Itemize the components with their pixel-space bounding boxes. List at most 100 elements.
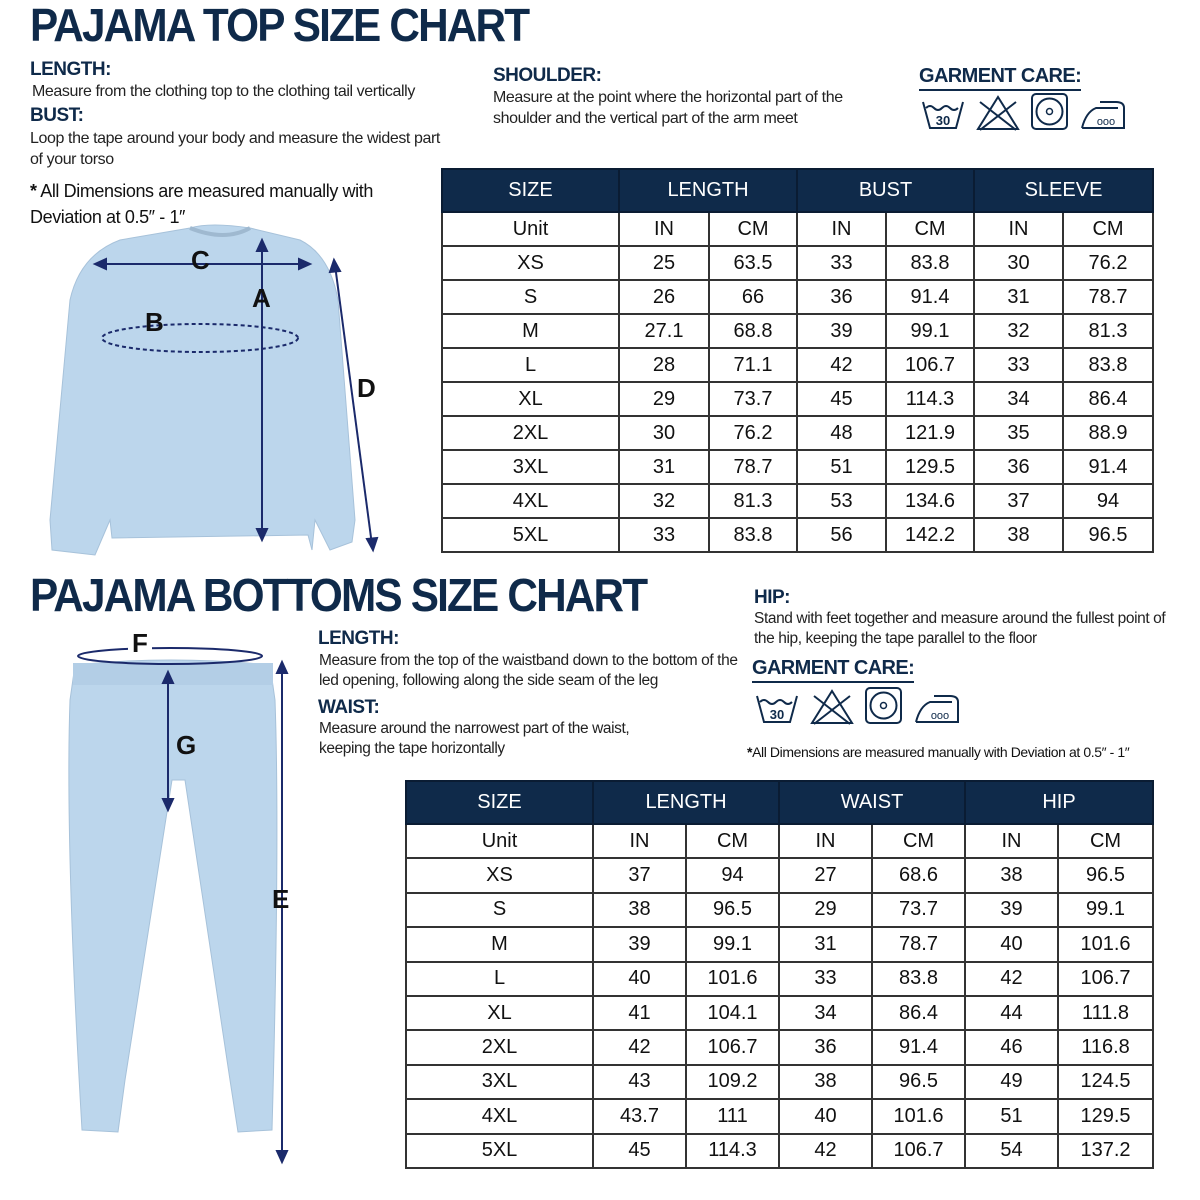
- top-size-table: SIZE LENGTH BUST SLEEVE Unit IN CM IN CM IN CM XS 25…: [441, 168, 1155, 553]
- value-cell: 36: [796, 279, 887, 315]
- value-cell: 38: [973, 517, 1064, 553]
- unit-cell: CM: [685, 822, 780, 860]
- svg-text:ooo: ooo: [931, 710, 949, 722]
- value-cell: 40: [778, 1098, 873, 1135]
- value-cell: 83.8: [708, 517, 798, 553]
- value-cell: 35: [973, 415, 1064, 451]
- value-cell: 106.7: [685, 1029, 780, 1066]
- size-cell: 4XL: [441, 483, 620, 519]
- value-cell: 134.6: [885, 483, 975, 519]
- table-row: XL 29 73.7 45 114.3 34 86.4: [441, 381, 1155, 417]
- value-cell: 45: [592, 1132, 687, 1169]
- value-cell: 36: [973, 449, 1064, 485]
- header-size: SIZE: [405, 780, 594, 825]
- wash-30-icon: 30: [922, 101, 964, 129]
- value-cell: 81.3: [1061, 313, 1155, 349]
- size-cell: 5XL: [405, 1132, 594, 1169]
- value-cell: 39: [592, 926, 687, 963]
- shoulder-desc: Measure at the point where the horizonta…: [493, 89, 843, 127]
- label-c: C: [191, 245, 210, 275]
- table-row: XL 41 104.1 34 86.4 44 111.8: [405, 994, 1154, 1032]
- value-cell: 99.1: [885, 313, 975, 349]
- value-cell: 104.1: [685, 994, 780, 1032]
- value-cell: 51: [796, 449, 887, 485]
- value-cell: 114.3: [685, 1132, 780, 1169]
- size-cell: 3XL: [405, 1063, 594, 1101]
- table-row: M 27.1 68.8 39 99.1 32 81.3: [441, 313, 1155, 349]
- value-cell: 116.8: [1057, 1029, 1154, 1066]
- note-text: All Dimensions are measured manually wit…: [30, 181, 373, 227]
- value-cell: 83.8: [871, 960, 966, 997]
- bottom-length-heading: LENGTH:: [318, 628, 399, 649]
- value-cell: 66: [708, 279, 798, 315]
- value-cell: 42: [964, 960, 1059, 997]
- label-b: B: [145, 307, 164, 337]
- unit-cell: CM: [708, 211, 798, 247]
- size-cell: XL: [405, 994, 594, 1032]
- table-row: S 38 96.5 29 73.7 39 99.1: [405, 891, 1154, 929]
- unit-cell: IN: [618, 211, 710, 247]
- size-cell: L: [441, 347, 620, 383]
- unit-cell: CM: [885, 211, 975, 247]
- table-row: 5XL 33 83.8 56 142.2 38 96.5: [441, 517, 1155, 553]
- value-cell: 40: [592, 960, 687, 997]
- value-cell: 46: [964, 1029, 1059, 1066]
- value-cell: 38: [778, 1063, 873, 1101]
- value-cell: 51: [964, 1098, 1059, 1135]
- value-cell: 29: [618, 381, 710, 417]
- value-cell: 31: [618, 449, 710, 485]
- value-cell: 106.7: [885, 347, 975, 383]
- value-cell: 99.1: [685, 926, 780, 963]
- value-cell: 101.6: [1057, 926, 1154, 963]
- value-cell: 91.4: [885, 279, 975, 315]
- value-cell: 106.7: [871, 1132, 966, 1169]
- top-garment-care-heading: GARMENT CARE:: [919, 65, 1082, 91]
- value-cell: 63.5: [708, 245, 798, 281]
- size-cell: 4XL: [405, 1098, 594, 1135]
- note-asterisk: *: [747, 744, 753, 760]
- value-cell: 27: [778, 857, 873, 894]
- value-cell: 83.8: [1061, 347, 1155, 383]
- value-cell: 33: [778, 960, 873, 997]
- value-cell: 33: [796, 245, 887, 281]
- bottom-care-icons: 30 ooo: [754, 686, 970, 731]
- unit-cell: IN: [778, 822, 873, 860]
- unit-cell: CM: [1061, 211, 1155, 247]
- header-length: LENGTH: [618, 168, 798, 213]
- iron-icon: ooo: [915, 695, 959, 723]
- label-f: F: [128, 628, 152, 659]
- label-g: G: [176, 730, 197, 760]
- bottom-garment-care-heading: GARMENT CARE:: [752, 657, 915, 683]
- size-cell: M: [441, 313, 620, 349]
- top-length-heading: LENGTH:: [30, 59, 111, 80]
- value-cell: 88.9: [1061, 415, 1155, 451]
- svg-text:ooo: ooo: [1097, 116, 1115, 128]
- waist-desc: Measure around the narrowest part of the…: [319, 720, 630, 757]
- value-cell: 86.4: [1061, 381, 1155, 417]
- label-d: D: [357, 373, 376, 403]
- value-cell: 38: [964, 857, 1059, 894]
- value-cell: 43: [592, 1063, 687, 1101]
- value-cell: 32: [618, 483, 710, 519]
- value-cell: 33: [618, 517, 710, 553]
- value-cell: 30: [973, 245, 1064, 281]
- unit-cell: IN: [964, 822, 1059, 860]
- table-row: 5XL 45 114.3 42 106.7 54 137.2: [405, 1132, 1154, 1169]
- value-cell: 78.7: [871, 926, 966, 963]
- shirt-illustration: [49, 224, 379, 556]
- value-cell: 76.2: [1061, 245, 1155, 281]
- value-cell: 31: [973, 279, 1064, 315]
- note-asterisk: *: [30, 181, 37, 201]
- value-cell: 129.5: [885, 449, 975, 485]
- value-cell: 106.7: [1057, 960, 1154, 997]
- value-cell: 111.8: [1057, 994, 1154, 1032]
- value-cell: 37: [973, 483, 1064, 519]
- unit-cell: Unit: [441, 211, 620, 247]
- note-text: All Dimensions are measured manually wit…: [752, 744, 1130, 760]
- iron-icon: ooo: [1081, 101, 1125, 129]
- header-waist: WAIST: [778, 780, 966, 825]
- waist-heading: WAIST:: [318, 697, 380, 718]
- value-cell: 96.5: [1057, 857, 1154, 894]
- value-cell: 71.1: [708, 347, 798, 383]
- size-cell: M: [405, 926, 594, 963]
